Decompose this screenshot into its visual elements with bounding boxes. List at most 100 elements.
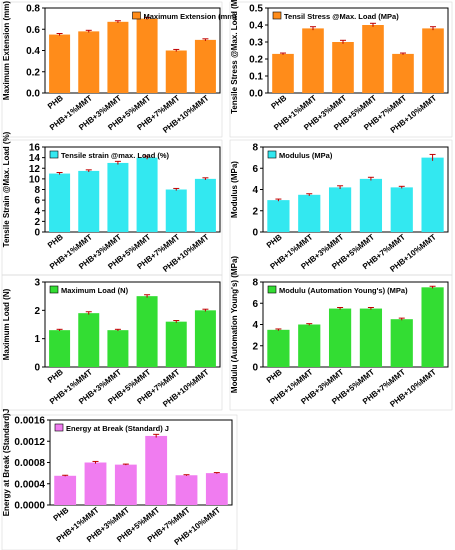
y-tick-label: 0.0 (26, 89, 40, 100)
bar (136, 18, 158, 93)
bar (298, 194, 321, 232)
legend-swatch (267, 150, 277, 159)
bar (84, 462, 107, 505)
bar (392, 53, 414, 93)
bar (298, 324, 321, 367)
legend-swatch (49, 150, 59, 159)
y-tick-label: 0.5 (249, 4, 263, 15)
y-tick-label: 10 (29, 174, 41, 185)
y-tick-label: 0 (252, 228, 258, 239)
bar (165, 321, 187, 367)
bar (421, 157, 444, 232)
bar (421, 287, 444, 367)
bar (175, 475, 198, 505)
legend-label: Tensil Stress @Max. Load (MPa) (284, 12, 399, 21)
bar (390, 187, 413, 232)
bar (49, 34, 71, 93)
x-tick-label: PHB (265, 232, 284, 250)
bar (194, 39, 216, 93)
bar (267, 200, 290, 232)
bar (78, 170, 100, 232)
y-tick-label: 2 (34, 217, 40, 228)
x-tick-label: PHB (265, 367, 284, 385)
y-tick-label: 0.0 (249, 89, 263, 100)
bar (362, 25, 384, 93)
legend-label: Maximum Extension (mm) (144, 12, 237, 21)
y-tick-label: 16 (29, 143, 41, 154)
y-tick-label: 0.0012 (14, 437, 45, 448)
y-tick-label: 0.3 (249, 38, 263, 49)
bar (272, 53, 294, 93)
panel-frame (1, 1, 223, 138)
bar (194, 310, 216, 367)
legend-swatch (49, 285, 59, 294)
bar (54, 475, 77, 505)
y-tick-label: 0.4 (26, 46, 40, 57)
bar (422, 28, 444, 93)
x-tick-label: PHB (46, 93, 65, 111)
bar (390, 319, 413, 367)
bar (332, 42, 354, 93)
legend-label: Energy at Break (Standard) J (66, 424, 169, 433)
y-tick-label: 6 (252, 164, 258, 175)
y-axis-label: Maximum Extension (mm) (2, 1, 11, 100)
x-tick-label: PHB (52, 505, 71, 523)
bar (107, 21, 129, 93)
legend-swatch (272, 11, 282, 20)
y-tick-label: 0 (34, 228, 40, 239)
legend-swatch (54, 423, 64, 432)
bar (78, 313, 100, 367)
y-axis-label: Modulus (MPa) (230, 161, 239, 218)
y-tick-label: 8 (252, 278, 258, 289)
legend-label: Modulus (MPa) (279, 151, 333, 160)
y-tick-label: 8 (34, 185, 40, 196)
y-axis-label: Energy at Break (Standard)J (2, 409, 11, 517)
bar (49, 330, 71, 367)
y-axis-label: Tensile Stress @Max. Load (MPa) (230, 0, 239, 114)
y-tick-label: 2 (252, 206, 258, 217)
y-tick-label: 12 (29, 164, 41, 175)
y-tick-label: 4 (252, 185, 258, 196)
y-tick-label: 4 (252, 320, 258, 331)
bar (107, 330, 129, 367)
y-tick-label: 8 (252, 143, 258, 154)
bar (114, 464, 137, 505)
chart-panel: 0 2 4 6 8 Modulu (Automation Young's) (MPa) PH… (229, 256, 453, 411)
y-tick-label: 0.0008 (14, 458, 45, 469)
y-tick-label: 0 (252, 363, 258, 374)
y-tick-label: 0.4 (249, 21, 263, 32)
y-tick-label: 6 (34, 196, 40, 207)
bar (165, 189, 187, 232)
x-tick-label: PHB (46, 232, 65, 250)
plot-area (44, 281, 221, 368)
y-tick-label: 14 (29, 153, 41, 164)
y-axis-label: Tensile Strain @Max. Load (%) (2, 131, 11, 247)
y-axis-label: Modulu (Automation Young's) (MPa) (230, 256, 239, 393)
y-tick-label: 0 (34, 363, 40, 374)
bar (136, 296, 158, 367)
bar (78, 31, 100, 93)
bar (359, 308, 383, 367)
bar (328, 187, 352, 232)
y-tick-label: 0.1 (249, 72, 263, 83)
y-tick-label: 1 (34, 334, 40, 345)
bar (49, 173, 71, 232)
legend-swatch (132, 11, 141, 20)
chart-panel: 0.0 0.1 0.2 0.3 0.4 0.5 Tensile Stress @Max. L… (229, 0, 453, 138)
bar (205, 473, 228, 505)
y-tick-label: 2 (252, 341, 258, 352)
panel-frame (229, 1, 453, 138)
bar (136, 157, 158, 232)
panel-frame (1, 274, 223, 411)
bar (145, 435, 168, 505)
bar (328, 308, 352, 367)
x-tick-label: PHB (269, 93, 288, 111)
chart-panel: 0.0 0.2 0.4 0.6 0.8 Maximum Extension (mm) PHB… (1, 1, 237, 138)
y-tick-label: 3 (34, 278, 40, 289)
y-tick-label: 0.8 (26, 4, 40, 15)
legend-swatch (267, 285, 277, 294)
